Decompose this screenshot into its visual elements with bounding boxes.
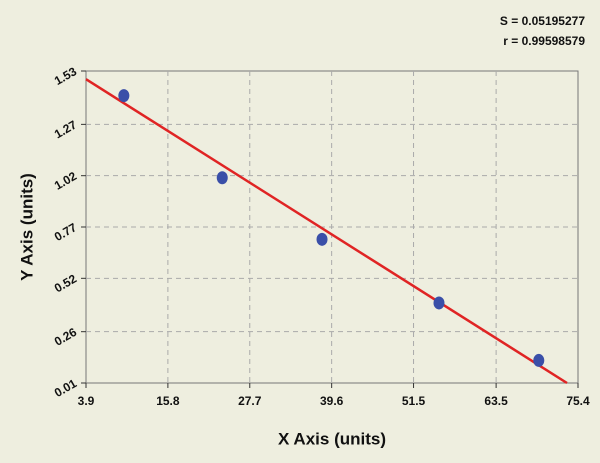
y-tick-label: 0.26 xyxy=(52,325,80,349)
data-point xyxy=(533,353,545,367)
x-axis-label: X Axis (units) xyxy=(278,429,386,448)
x-tick-label: 51.5 xyxy=(402,394,426,408)
y-tick-label: 0.77 xyxy=(52,220,80,244)
fit-line xyxy=(85,78,568,385)
data-point xyxy=(316,232,328,246)
y-axis-label: Y Axis (units) xyxy=(17,173,36,281)
x-tick-label: 39.6 xyxy=(320,394,344,408)
x-tick-label: 27.7 xyxy=(238,394,262,408)
x-tick-label: 3.9 xyxy=(78,394,95,408)
x-tick-label: 63.5 xyxy=(484,394,508,408)
x-tick-label: 75.4 xyxy=(566,394,590,408)
y-tick-label: 1.53 xyxy=(52,64,80,88)
y-tick-label: 1.27 xyxy=(52,117,80,141)
annotation: r = 0.99598579 xyxy=(503,34,585,48)
data-point xyxy=(216,171,228,185)
data-point xyxy=(118,89,130,103)
annotation: S = 0.05195277 xyxy=(500,14,585,28)
y-tick-label: 0.01 xyxy=(52,376,80,400)
y-tick-label: 1.02 xyxy=(52,169,80,193)
x-tick-label: 15.8 xyxy=(156,394,180,408)
data-point xyxy=(433,296,445,310)
y-tick-label: 0.52 xyxy=(52,271,80,295)
